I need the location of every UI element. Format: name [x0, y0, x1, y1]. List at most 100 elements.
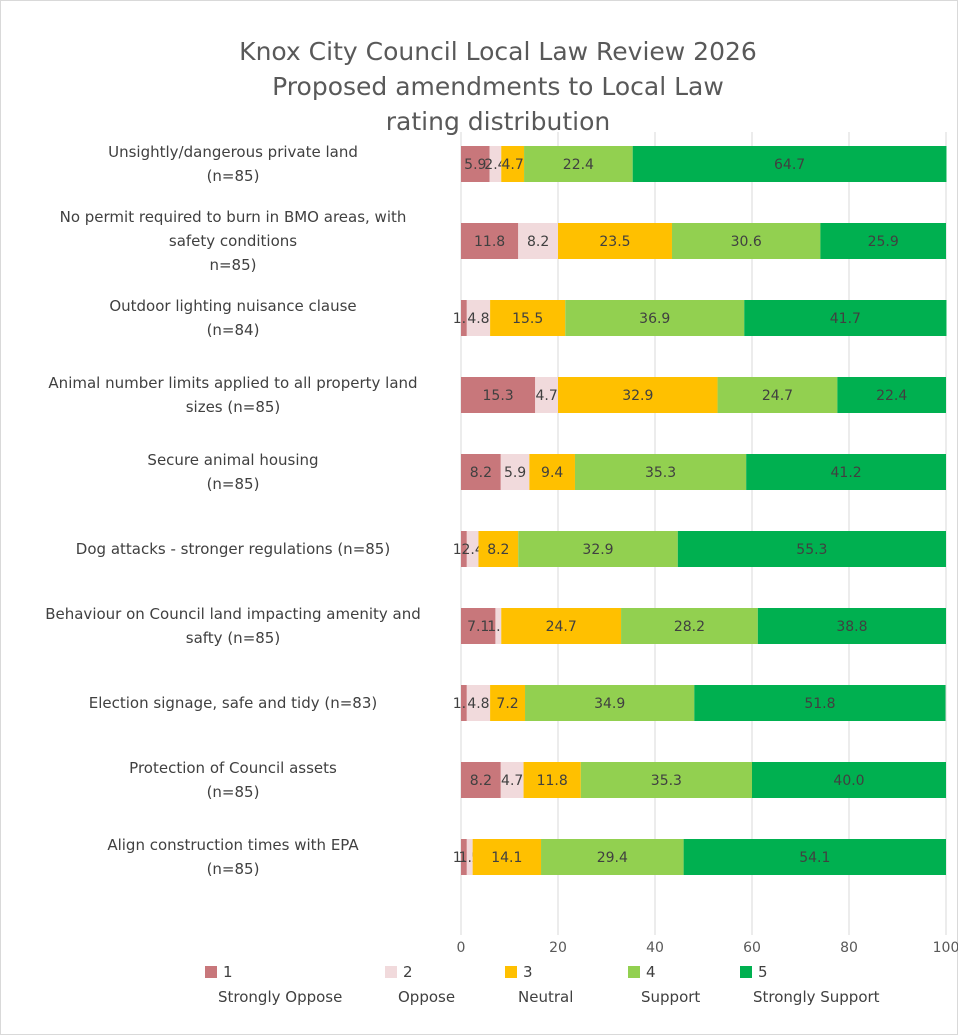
- bar-segment: [466, 300, 491, 336]
- data-label: 35.3: [651, 773, 682, 789]
- bar-segment: [523, 762, 581, 798]
- data-label: 4.7: [502, 157, 524, 173]
- bar-segment: [478, 531, 519, 567]
- chart-title: Knox City Council Local Law Review 2026 P…: [239, 37, 757, 136]
- chart-title-line: Knox City Council Local Law Review 2026: [239, 37, 757, 66]
- bar-segment: [461, 377, 536, 413]
- data-label: 41.7: [830, 311, 861, 327]
- category-label: Behaviour on Council land impacting amen…: [45, 605, 421, 647]
- category-label: Protection of Council assets (n=85): [129, 759, 337, 801]
- x-tick-label: 60: [743, 940, 761, 956]
- category-label: Unsightly/dangerous private land (n=85): [108, 143, 358, 185]
- bar-segment: [580, 762, 752, 798]
- data-label: 4.7: [501, 773, 523, 789]
- bar-segment: [820, 223, 946, 259]
- data-label: 15.3: [483, 388, 514, 404]
- bar-segment: [524, 146, 633, 182]
- data-label: 38.8: [836, 619, 867, 635]
- bar-segment: [461, 685, 467, 721]
- category-label: Outdoor lighting nuisance clause (n=84): [109, 297, 356, 339]
- legend-swatch: [385, 966, 397, 978]
- bar-segment: [558, 377, 718, 413]
- bar-segment: [518, 223, 558, 259]
- bar-segment: [461, 300, 467, 336]
- bar-segment: [461, 531, 467, 567]
- x-tick-label: 0: [457, 940, 466, 956]
- legend-sublabel: Oppose: [398, 988, 455, 1006]
- bar-segment: [565, 300, 745, 336]
- category-label: Secure animal housing (n=85): [147, 451, 318, 493]
- data-label: 28.2: [674, 619, 705, 635]
- bar-segment: [461, 608, 496, 644]
- data-label: 8.2: [487, 542, 509, 558]
- bar-segment: [837, 377, 946, 413]
- bar-segment: [757, 608, 946, 644]
- legend-label: 2: [403, 963, 413, 981]
- category-label: Dog attacks - stronger regulations (n=85…: [76, 540, 390, 558]
- bar-segment: [632, 146, 947, 182]
- legend-sublabel: Strongly Support: [753, 988, 880, 1006]
- data-label: 7.2: [496, 696, 518, 712]
- data-label: 8.2: [470, 465, 492, 481]
- bar-segment: [461, 223, 519, 259]
- bar-segment: [621, 608, 758, 644]
- bar-segment: [461, 839, 467, 875]
- data-label: 2.4: [484, 157, 506, 173]
- data-label: 30.6: [731, 234, 762, 250]
- bar-segment: [466, 531, 479, 567]
- data-label: 4.7: [535, 388, 557, 404]
- data-label: 51.8: [804, 696, 835, 712]
- bar-segment: [574, 454, 747, 490]
- data-label: 5.9: [464, 157, 486, 173]
- bar-segment: [466, 685, 491, 721]
- legend-swatch: [205, 966, 217, 978]
- data-label: 8.2: [470, 773, 492, 789]
- legend-sublabel: Strongly Oppose: [218, 988, 342, 1006]
- bar-segment: [500, 454, 530, 490]
- bar-segment: [466, 839, 473, 875]
- bar-segment: [535, 377, 558, 413]
- data-label: 15.5: [512, 311, 543, 327]
- bar-segment: [518, 531, 678, 567]
- data-label: 32.9: [582, 542, 613, 558]
- x-tick-label: 100: [933, 940, 958, 956]
- bar-segment: [472, 839, 542, 875]
- legend-swatch: [628, 966, 640, 978]
- category-labels: Unsightly/dangerous private land (n=85) No…: [45, 143, 421, 878]
- data-label: 36.9: [639, 311, 670, 327]
- data-label: 22.4: [563, 157, 594, 173]
- legend-label: 3: [523, 963, 533, 981]
- data-label: 7.1: [467, 619, 489, 635]
- data-label: 4.8: [467, 311, 489, 327]
- chart-title-line: Proposed amendments to Local Law: [272, 72, 724, 101]
- legend-label: 4: [646, 963, 656, 981]
- data-label: 64.7: [774, 157, 805, 173]
- data-label: 2.4: [462, 542, 484, 558]
- bars: 5.92.44.7 22.4 64.711.8 8.2 23.5 30.6 25.91.24…: [453, 146, 947, 875]
- bar-segment: [541, 839, 684, 875]
- data-label: 24.7: [546, 619, 577, 635]
- bar-segment: [489, 146, 502, 182]
- data-label: 32.9: [622, 388, 653, 404]
- data-label: 8.2: [527, 234, 549, 250]
- data-label: 23.5: [599, 234, 630, 250]
- bar-segment: [490, 685, 526, 721]
- data-label: 11.8: [474, 234, 505, 250]
- category-label: Align construction times with EPA (n=85): [107, 836, 359, 878]
- x-tick-label: 20: [549, 940, 567, 956]
- bar-segment: [490, 300, 566, 336]
- data-label: 34.9: [594, 696, 625, 712]
- legend-sublabel: Support: [641, 988, 700, 1006]
- legend: 1 Strongly Oppose 2 Oppose 3 Neutral 4 Support 5…: [205, 963, 880, 1006]
- bar-segment: [683, 839, 946, 875]
- bar-segment: [529, 454, 575, 490]
- data-label: 22.4: [876, 388, 907, 404]
- data-label: 41.2: [831, 465, 862, 481]
- x-tick-label: 80: [840, 940, 858, 956]
- data-label: 35.3: [645, 465, 676, 481]
- bar-segment: [677, 531, 946, 567]
- category-label: No permit required to burn in BMO areas,…: [60, 208, 407, 274]
- bar-segment: [501, 608, 622, 644]
- data-label: 14.1: [491, 850, 522, 866]
